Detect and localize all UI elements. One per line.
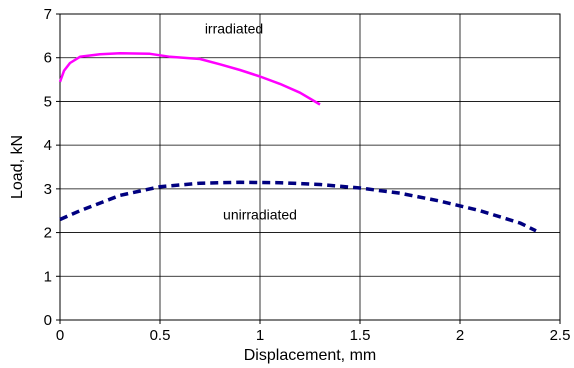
annotations: irradiated unirradiated (205, 21, 297, 223)
y-axis-title: Load, kN (9, 135, 26, 199)
x-tick-label: 2 (456, 327, 464, 344)
x-tick-label: 0.5 (150, 327, 171, 344)
y-tick-label: 6 (44, 50, 52, 67)
x-tick-label: 1.5 (350, 327, 371, 344)
y-tick-label: 7 (44, 6, 52, 23)
y-tick-label: 5 (44, 93, 52, 110)
y-tick-label: 0 (44, 312, 52, 329)
x-tick-label: 0 (56, 327, 64, 344)
y-tick-label: 3 (44, 181, 52, 198)
y-tick-label: 2 (44, 225, 52, 242)
series-line-irradiated (58, 52, 321, 106)
annotation-unirradiated: unirradiated (223, 206, 297, 222)
x-axis-title: Displacement, mm (244, 347, 376, 364)
plot-area (59, 13, 561, 321)
y-tick-label: 1 (44, 268, 52, 285)
grid (60, 14, 560, 320)
series-line-unirradiated (59, 180, 537, 233)
y-tick-label: 4 (44, 137, 52, 154)
axis-ticks: 0 1 2 3 4 5 6 7 0 0.5 1 1.5 2 2.5 (44, 6, 571, 344)
x-tick-label: 2.5 (550, 327, 571, 344)
x-tick-label: 1 (256, 327, 264, 344)
series-lines (58, 52, 537, 233)
annotation-irradiated: irradiated (205, 21, 263, 37)
